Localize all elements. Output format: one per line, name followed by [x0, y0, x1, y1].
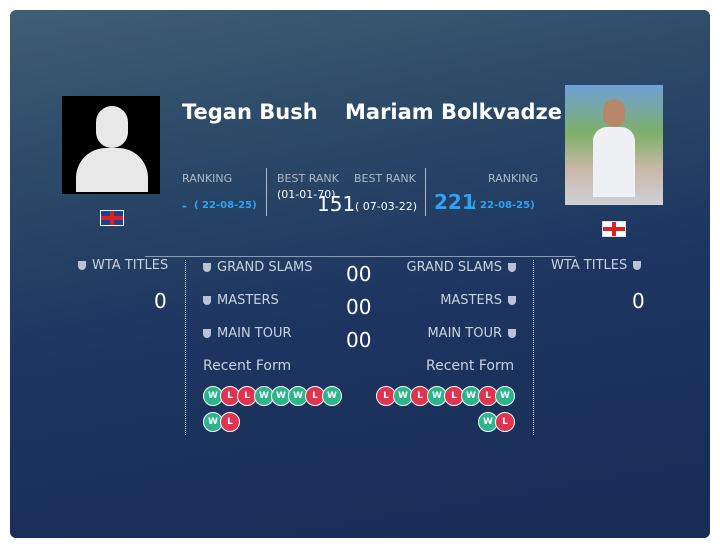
stat-label: MASTERS: [440, 293, 516, 308]
trophy-icon: [508, 329, 516, 338]
best-rank-date: (01-01-70): [277, 188, 336, 201]
stat-label: GRAND SLAMS: [406, 260, 516, 275]
text: MAIN TOUR: [427, 326, 502, 341]
titles: 0: [632, 289, 645, 313]
divider: [425, 168, 426, 216]
form-badge: W: [495, 386, 515, 406]
ranking-label: RANKING: [182, 172, 233, 185]
recent-form-label: Recent Form: [426, 358, 515, 374]
flag-gb: [100, 210, 124, 226]
form-badge: W: [288, 386, 308, 406]
form-badge: W: [322, 386, 342, 406]
best-rank-date: ( 07-03-22): [355, 200, 418, 213]
form-badge: W: [203, 412, 223, 432]
ranking-date: ( 22-08-25): [194, 200, 257, 211]
player-photo: [62, 96, 160, 194]
titles-label: WTA TITLES: [551, 258, 642, 273]
titles-label: WTA TITLES: [78, 258, 168, 273]
divider: [185, 260, 186, 435]
text: WTA TITLES: [92, 258, 169, 273]
form-badge: L: [495, 412, 515, 432]
trophy-icon: [508, 296, 516, 305]
divider: [266, 168, 267, 216]
separator: [145, 256, 575, 257]
stat-value: 00: [346, 328, 372, 352]
text: MAIN TOUR: [217, 326, 292, 341]
text: GRAND SLAMS: [406, 260, 503, 275]
ranking-date: ( 22-08-25): [472, 200, 535, 211]
stat-label: MASTERS: [203, 293, 279, 308]
player-name: Tegan Bush: [182, 100, 318, 124]
recent-form-label: Recent Form: [203, 358, 292, 374]
text: GRAND SLAMS: [217, 260, 313, 275]
best-rank: 151: [317, 192, 356, 216]
player-name: Mariam Bolkvadze: [345, 100, 562, 124]
flag-ge: [602, 221, 626, 237]
text: MASTERS: [217, 293, 279, 308]
trophy-icon: [203, 263, 211, 272]
text: WTA TITLES: [551, 258, 628, 273]
divider: [533, 260, 534, 435]
stat-label: MAIN TOUR: [203, 326, 292, 341]
ranking-label: RANKING: [488, 172, 539, 185]
trophy-icon: [508, 263, 516, 272]
trophy-icon: [203, 296, 211, 305]
trophy-icon: [203, 329, 211, 338]
best-rank-label: BEST RANK: [354, 172, 416, 185]
text: MASTERS: [440, 293, 502, 308]
titles: 0: [154, 289, 167, 313]
stat-value: 00: [346, 295, 372, 319]
form-badge: L: [220, 412, 240, 432]
ranking: -: [182, 199, 187, 213]
h2h-card: Tegan Bush Mariam Bolkvadze RANKING - ( …: [10, 10, 710, 538]
stat-label: GRAND SLAMS: [203, 260, 313, 275]
player-photo: [565, 85, 663, 205]
stat-label: MAIN TOUR: [427, 326, 516, 341]
stat-value: 00: [346, 262, 372, 286]
best-rank-label: BEST RANK: [277, 172, 339, 185]
ranking: 221: [434, 190, 476, 214]
